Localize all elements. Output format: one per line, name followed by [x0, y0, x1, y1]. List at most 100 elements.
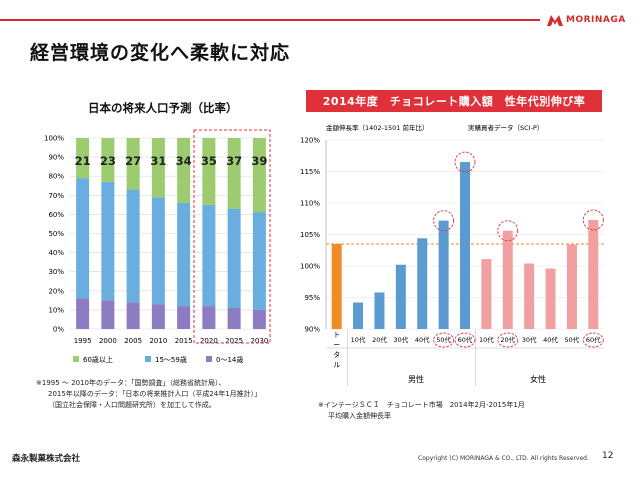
population-xtick: 2010 — [149, 337, 167, 345]
older-ratio-label: 39 — [251, 154, 267, 168]
growth-bar — [588, 220, 599, 329]
logo-text: MORINAGA — [566, 15, 626, 25]
header-rule — [0, 19, 540, 21]
population-xtick: 2025 — [225, 337, 243, 345]
older-ratio-label: 23 — [100, 154, 116, 168]
growth-ytick: 120% — [300, 137, 320, 145]
growth-bar — [395, 264, 406, 329]
legend-older-swatch — [73, 356, 79, 362]
older-ratio-label: 37 — [226, 154, 242, 168]
highlight-circle — [454, 151, 476, 173]
population-bar-segment — [177, 138, 191, 203]
growth-xtick: 40代 — [543, 335, 558, 344]
growth-xtick: 20代 — [372, 335, 387, 344]
left-footnote: ※1995 ～ 2010年のデータ：「国勢調査」（総務省統計局）、 2015年以… — [36, 378, 261, 411]
growth-ytick: 95% — [304, 294, 320, 302]
population-ytick: 50% — [48, 230, 64, 238]
population-chart-title: 日本の将来人口予測（比率） — [88, 101, 238, 115]
older-ratio-label: 31 — [150, 154, 166, 168]
growth-xtick-vertical: タ — [333, 350, 340, 359]
growth-ytick: 105% — [300, 231, 320, 239]
population-bar-segment — [227, 208, 241, 308]
population-xtick: 2030 — [250, 337, 268, 345]
growth-xtick: 60代 — [586, 335, 601, 344]
source-note: 実購買者データ（SCI-P） — [468, 123, 543, 132]
legend-young-swatch — [206, 356, 212, 362]
growth-xtick: 20代 — [500, 335, 515, 344]
older-ratio-label: 27 — [125, 154, 141, 168]
growth-xtick: 10代 — [479, 335, 494, 344]
population-bar-segment — [252, 138, 266, 213]
left-footnote-line1: ※1995 ～ 2010年のデータ：「国勢調査」（総務省統計局）、 — [36, 379, 226, 387]
population-xtick: 1995 — [74, 337, 92, 345]
older-ratio-label: 21 — [75, 154, 91, 168]
morinaga-logo: MORINAGA — [546, 12, 636, 28]
population-bar-segment — [151, 138, 165, 198]
growth-bar — [545, 268, 556, 329]
population-bar-segment — [252, 309, 266, 329]
population-chart: 0% 10% 20% 30% 40% 50% 60% 70% 80% 90% 100% 21 23 27… — [44, 129, 272, 364]
population-x-axis: 1995 2000 2005 2010 2015 2020 2025 2030 — [74, 337, 269, 345]
angel-logo-icon — [547, 15, 563, 26]
population-bar-segment — [177, 306, 191, 329]
population-bar-segment — [126, 189, 140, 303]
growth-xtick-vertical: ー — [333, 341, 340, 349]
highlight-circles — [433, 151, 604, 348]
population-legend: 60歳以上 15～59歳 0～14歳 — [73, 355, 243, 364]
growth-ytick: 90% — [304, 326, 320, 334]
growth-bar — [481, 259, 492, 329]
population-ytick: 80% — [48, 173, 64, 181]
population-ytick: 40% — [48, 249, 64, 257]
older-ratio-label: 34 — [176, 154, 192, 168]
forecast-highlight-box — [193, 129, 271, 344]
population-bar-segment — [126, 138, 140, 190]
growth-bar — [460, 162, 470, 329]
highlight-label-circle — [454, 332, 476, 348]
growth-ytick: 115% — [300, 168, 320, 176]
population-xtick: 2000 — [99, 337, 117, 345]
growth-xtick: 50代 — [436, 335, 451, 344]
growth-bar — [417, 238, 428, 329]
growth-bar — [524, 263, 535, 329]
copyright: Copyright (C) MORINAGA & CO., LTD. All r… — [418, 455, 589, 462]
legend-young-label: 0～14歳 — [216, 355, 243, 364]
growth-bar — [502, 230, 513, 329]
highlight-circle — [433, 210, 455, 232]
metric-note: 金額伸長率（1402-1501 前年比） — [326, 123, 429, 132]
population-bar-segment — [202, 138, 216, 205]
population-ytick: 60% — [48, 211, 64, 219]
growth-xtick-vertical: ル — [333, 361, 340, 369]
growth-bar — [331, 243, 342, 329]
population-bar-segment — [227, 138, 241, 209]
population-xtick: 2015 — [175, 337, 193, 345]
growth-y-axis: 90% 95% 100% 105% 110% 115% 120% — [300, 137, 604, 334]
population-ytick: 100% — [44, 135, 64, 143]
male-group-label: 男性 — [408, 374, 424, 384]
population-bar-segment — [202, 204, 216, 307]
page-title: 経営環境の変化へ柔軟に対応 — [30, 42, 291, 64]
legend-middle-label: 15～59歳 — [155, 355, 187, 364]
growth-xtick: 30代 — [522, 335, 537, 344]
population-bar-segment — [202, 306, 216, 329]
growth-ytick: 100% — [300, 263, 320, 271]
growth-xtick: 30代 — [393, 335, 408, 344]
population-bar-segment — [76, 298, 90, 329]
population-bar-segment — [76, 178, 90, 299]
growth-bar — [374, 292, 385, 329]
population-ytick: 90% — [48, 154, 64, 162]
right-footnote-line2: 平均購入金額伸長率 — [328, 412, 391, 420]
population-xtick: 2005 — [124, 337, 142, 345]
population-ytick: 30% — [48, 268, 64, 276]
population-bar-segment — [126, 302, 140, 329]
population-bar-segment — [177, 202, 191, 307]
highlight-circle — [497, 220, 519, 242]
chocolate-growth-chart: 金額伸長率（1402-1501 前年比） 実購買者データ（SCI-P） 90% 9… — [300, 123, 604, 386]
population-ytick: 70% — [48, 192, 64, 200]
growth-bars — [331, 162, 599, 329]
right-footnote-line1: ※インテージＳＣＩ チョコレート市場 2014年2月-2015年1月 — [318, 401, 525, 409]
population-bar-segment — [151, 197, 165, 305]
growth-bar — [438, 220, 449, 329]
population-ytick: 10% — [48, 306, 64, 314]
highlight-label-circle — [497, 332, 519, 348]
